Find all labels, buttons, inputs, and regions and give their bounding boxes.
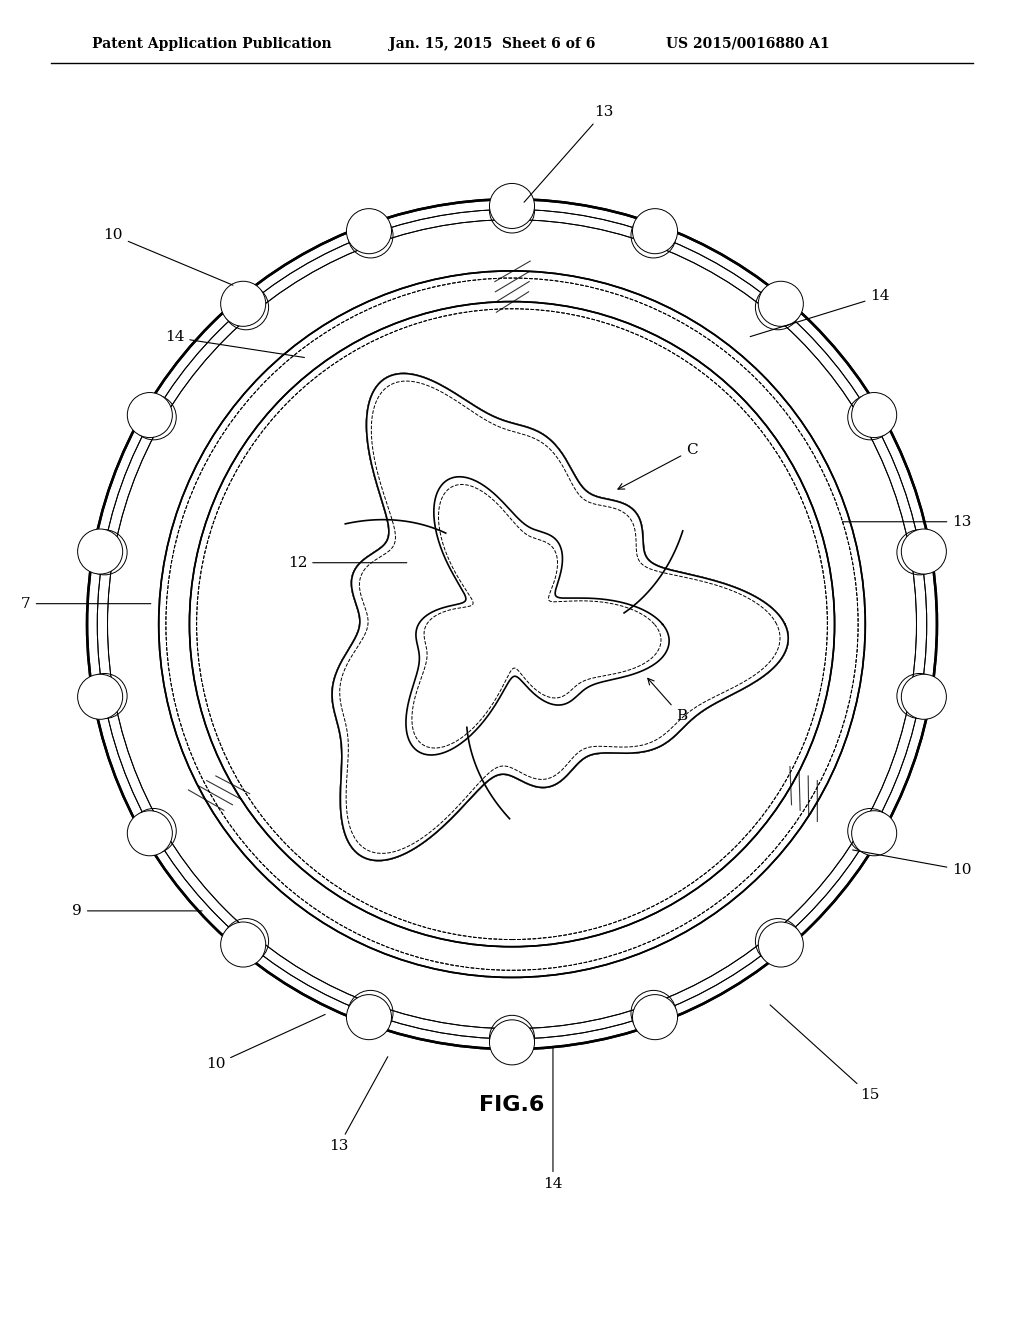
Circle shape: [346, 209, 391, 253]
Text: 10: 10: [206, 1015, 326, 1072]
Circle shape: [78, 675, 123, 719]
Text: 14: 14: [165, 330, 304, 358]
Circle shape: [901, 675, 946, 719]
Text: 14: 14: [543, 1047, 563, 1191]
Circle shape: [127, 810, 172, 855]
Polygon shape: [332, 374, 788, 861]
Polygon shape: [406, 477, 669, 755]
Circle shape: [220, 921, 265, 968]
Circle shape: [87, 199, 937, 1049]
Text: 13: 13: [524, 106, 613, 202]
Text: 9: 9: [72, 904, 202, 917]
Text: 10: 10: [853, 850, 972, 876]
Text: FIG.6: FIG.6: [479, 1096, 545, 1115]
Circle shape: [759, 921, 804, 968]
Circle shape: [220, 281, 265, 326]
Text: US 2015/0016880 A1: US 2015/0016880 A1: [666, 37, 829, 50]
Text: Patent Application Publication: Patent Application Publication: [92, 37, 332, 50]
Circle shape: [759, 281, 804, 326]
Circle shape: [852, 810, 897, 855]
Circle shape: [633, 994, 678, 1040]
Circle shape: [489, 183, 535, 228]
Text: B: B: [648, 678, 687, 723]
Circle shape: [489, 1020, 535, 1065]
Circle shape: [852, 392, 897, 438]
Circle shape: [127, 392, 172, 438]
Text: Jan. 15, 2015  Sheet 6 of 6: Jan. 15, 2015 Sheet 6 of 6: [389, 37, 596, 50]
Circle shape: [346, 994, 391, 1040]
Text: C: C: [617, 444, 697, 490]
Circle shape: [633, 209, 678, 253]
Text: 13: 13: [843, 515, 972, 529]
Text: 12: 12: [288, 556, 407, 570]
Circle shape: [78, 529, 123, 574]
Polygon shape: [406, 477, 669, 755]
Text: 13: 13: [329, 1057, 388, 1154]
Text: 7: 7: [22, 597, 151, 611]
Text: 15: 15: [770, 1005, 880, 1102]
Text: 14: 14: [751, 289, 890, 337]
Polygon shape: [332, 374, 788, 861]
Text: 10: 10: [103, 228, 232, 285]
Circle shape: [901, 529, 946, 574]
